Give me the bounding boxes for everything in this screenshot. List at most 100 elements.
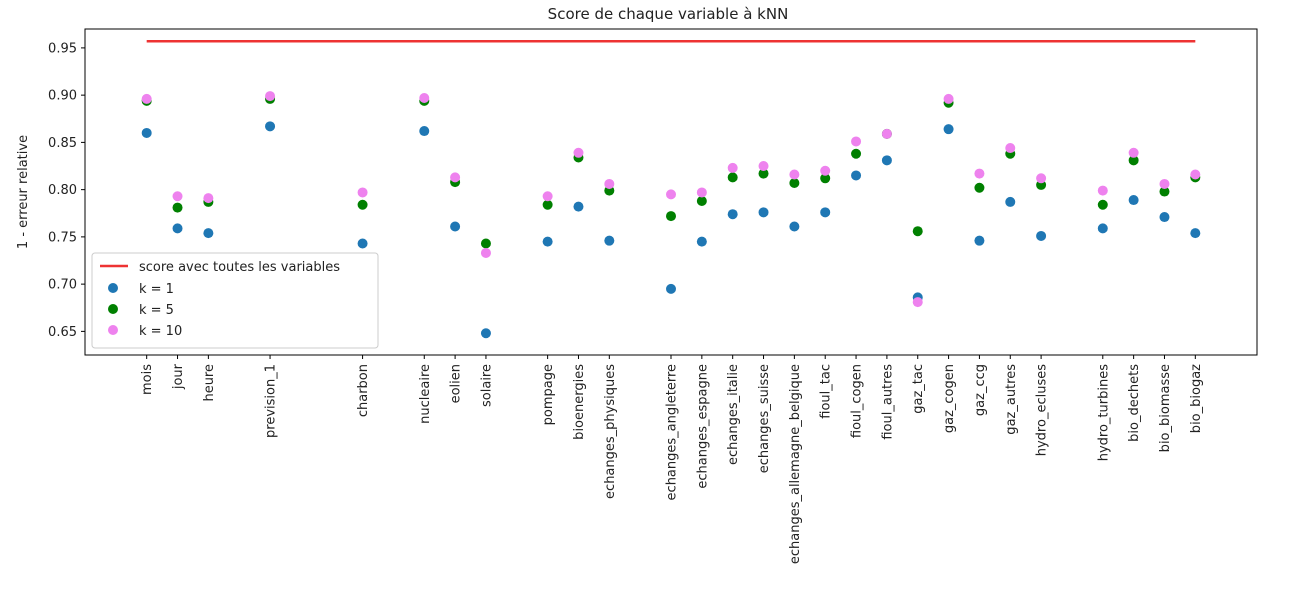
y-tick-label: 0.65 bbox=[48, 325, 77, 340]
data-point bbox=[357, 238, 368, 249]
x-tick-label: bioenergies bbox=[572, 364, 587, 440]
x-tick-label: gaz_autres bbox=[1004, 364, 1019, 435]
data-point bbox=[265, 121, 276, 132]
data-point bbox=[974, 235, 985, 246]
y-axis: 0.65 0.70 0.75 0.80 0.85 0.90 0.95 bbox=[48, 41, 85, 340]
x-tick-label: mois bbox=[140, 364, 155, 395]
data-point bbox=[357, 199, 368, 210]
x-tick-label: solaire bbox=[479, 364, 494, 407]
data-point bbox=[419, 126, 430, 137]
data-point bbox=[943, 93, 954, 104]
data-point bbox=[1128, 147, 1139, 158]
legend: score avec toutes les variables k = 1 k = … bbox=[91, 252, 379, 349]
data-point bbox=[666, 283, 676, 294]
data-point bbox=[727, 209, 738, 220]
data-point bbox=[758, 168, 769, 179]
data-point bbox=[480, 247, 491, 258]
y-tick-label: 0.85 bbox=[48, 136, 77, 151]
data-point bbox=[1159, 186, 1170, 197]
chart-title: Score de chaque variable à kNN bbox=[548, 5, 789, 23]
data-point bbox=[881, 128, 892, 139]
data-point bbox=[1097, 199, 1108, 210]
data-point bbox=[542, 191, 553, 202]
data-point bbox=[573, 201, 584, 212]
x-tick-label: echanges_espagne bbox=[695, 364, 710, 489]
data-point bbox=[604, 178, 615, 189]
data-point bbox=[203, 193, 214, 204]
data-point bbox=[1159, 178, 1170, 189]
legend-marker bbox=[108, 283, 118, 293]
y-axis-label: 1 - erreur relative bbox=[16, 135, 31, 249]
data-point bbox=[357, 187, 368, 198]
x-axis: mois jour heure prevision_1 charbon nucleaire… bbox=[140, 355, 1204, 564]
x-tick-label: gaz_ccg bbox=[973, 364, 988, 416]
data-point bbox=[881, 155, 892, 166]
data-point bbox=[974, 182, 985, 193]
data-point bbox=[480, 328, 491, 339]
data-point bbox=[172, 191, 183, 202]
x-tick-label: prevision_1 bbox=[264, 364, 279, 438]
x-tick-label: fioul_cogen bbox=[850, 364, 865, 438]
x-tick-label: echanges_physiques bbox=[603, 364, 618, 499]
x-tick-label: gaz_cogen bbox=[942, 364, 957, 433]
data-point bbox=[604, 235, 615, 246]
data-point bbox=[1097, 185, 1108, 196]
data-point bbox=[851, 148, 862, 159]
x-tick-label: fioul_tac bbox=[819, 364, 834, 419]
data-point bbox=[573, 147, 584, 158]
x-tick-label: eolien bbox=[449, 364, 464, 403]
data-point bbox=[696, 195, 707, 206]
data-point bbox=[1128, 155, 1139, 166]
legend-label: score avec toutes les variables bbox=[139, 260, 340, 275]
legend-label: k = 10 bbox=[139, 324, 182, 339]
x-tick-label: echanges_italie bbox=[726, 364, 741, 465]
legend-marker bbox=[108, 304, 118, 314]
data-point bbox=[943, 124, 954, 135]
data-point bbox=[758, 207, 769, 218]
data-point bbox=[542, 236, 553, 247]
data-point bbox=[758, 161, 769, 172]
x-tick-label: echanges_angleterre bbox=[665, 364, 680, 500]
x-tick-label: gaz_tac bbox=[911, 364, 926, 414]
data-point bbox=[789, 221, 800, 232]
data-point bbox=[141, 127, 152, 138]
x-tick-label: bio_biomasse bbox=[1158, 364, 1173, 452]
data-point bbox=[1005, 196, 1016, 207]
data-point bbox=[1190, 169, 1201, 180]
data-point bbox=[820, 173, 831, 184]
legend-marker bbox=[108, 325, 118, 335]
data-point bbox=[1159, 212, 1170, 223]
data-point bbox=[265, 91, 276, 102]
data-point bbox=[172, 223, 183, 234]
x-tick-label: echanges_suisse bbox=[757, 364, 772, 473]
data-point bbox=[820, 165, 831, 176]
data-point bbox=[666, 189, 676, 200]
x-tick-label: charbon bbox=[356, 364, 371, 417]
data-point bbox=[1097, 223, 1108, 234]
x-tick-label: nucleaire bbox=[418, 364, 433, 424]
data-point bbox=[666, 211, 676, 222]
data-point bbox=[203, 228, 214, 239]
x-tick-label: hydro_ecluses bbox=[1035, 364, 1050, 456]
data-point bbox=[727, 162, 738, 173]
y-tick-label: 0.70 bbox=[48, 278, 77, 293]
data-point bbox=[912, 226, 923, 237]
data-point bbox=[912, 297, 923, 308]
y-tick-label: 0.80 bbox=[48, 183, 77, 198]
points-layer bbox=[141, 91, 1201, 339]
x-tick-label: hydro_turbines bbox=[1096, 364, 1111, 461]
x-tick-label: heure bbox=[202, 364, 217, 402]
data-point bbox=[974, 168, 985, 179]
data-point bbox=[789, 169, 800, 180]
x-tick-label: pompage bbox=[541, 364, 556, 425]
data-point bbox=[1190, 228, 1201, 239]
y-tick-label: 0.95 bbox=[48, 41, 77, 56]
data-point bbox=[1005, 143, 1016, 154]
data-point bbox=[450, 172, 461, 183]
x-tick-label: echanges_allemagne_belgique bbox=[788, 364, 803, 564]
y-tick-label: 0.90 bbox=[48, 89, 77, 104]
data-point bbox=[480, 238, 491, 249]
data-point bbox=[1036, 173, 1047, 184]
data-point bbox=[1036, 230, 1047, 241]
